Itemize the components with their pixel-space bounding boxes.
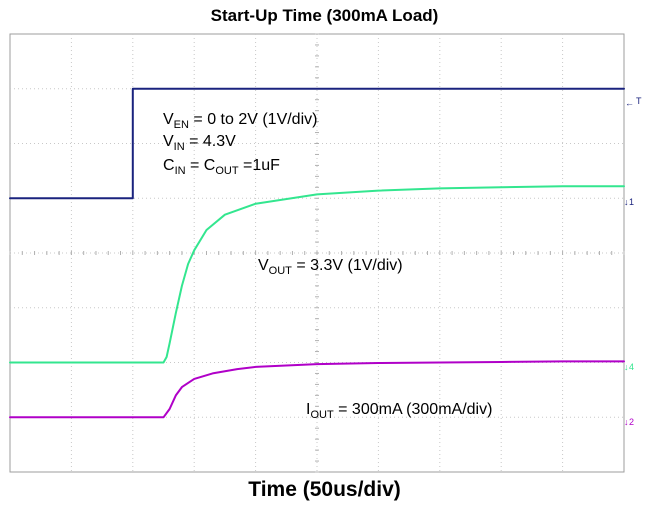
ch2-marker: ↓ 2 <box>624 417 634 427</box>
chart-title: Start-Up Time (300mA Load) <box>210 6 439 25</box>
ch1-label: 1 <box>629 197 634 207</box>
grid <box>9 33 625 473</box>
x-axis-label: Time (50us/div) <box>248 478 401 501</box>
trigger-marker: ← T <box>625 96 642 108</box>
svg-text:←: ← <box>625 98 634 108</box>
vout-annotation: VOUT = 3.3V (1V/div) <box>258 257 403 277</box>
svg-text:↓: ↓ <box>624 362 629 372</box>
svg-text:↓: ↓ <box>624 197 629 207</box>
trace-vout <box>9 185 625 364</box>
trace-iout <box>9 360 625 419</box>
ch2-label: 2 <box>629 417 634 427</box>
vin-annotation: VIN = 4.3V <box>163 133 236 153</box>
trigger-label: T <box>636 96 642 106</box>
traces <box>9 87 625 419</box>
svg-text:↓: ↓ <box>624 417 629 427</box>
iout-annotation: IOUT = 300mA (300mA/div) <box>306 401 492 421</box>
ch4-label: 4 <box>629 362 634 372</box>
ch1-marker: ↓ 1 <box>624 197 634 207</box>
ch4-marker: ↓ 4 <box>624 362 634 372</box>
trace-en <box>9 87 625 200</box>
ven-annotation: VEN = 0 to 2V (1V/div) <box>163 111 317 131</box>
capacitor-annotation: CIN = COUT =1uF <box>163 157 280 177</box>
